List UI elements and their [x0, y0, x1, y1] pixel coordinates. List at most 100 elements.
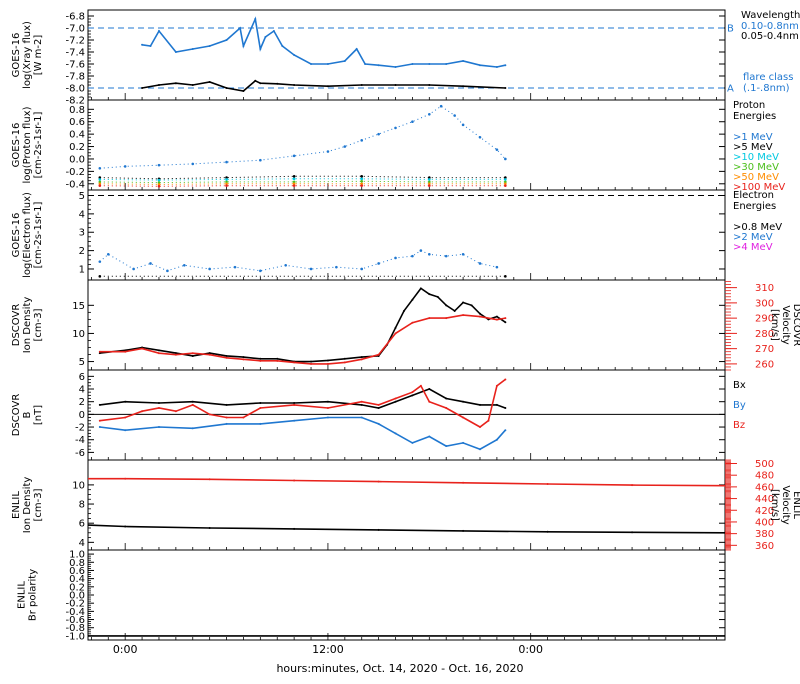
data-point — [259, 422, 262, 425]
data-point — [724, 634, 725, 637]
y-tick-label: 6 — [79, 519, 85, 530]
y-tick-label: 0.0 — [69, 154, 85, 165]
data-point — [191, 427, 194, 430]
y-tick-label: 0.8 — [69, 105, 85, 116]
data-point — [402, 309, 405, 312]
data-point — [504, 407, 507, 410]
data-point — [174, 410, 177, 413]
data-point — [293, 479, 296, 482]
data-point — [479, 426, 481, 429]
data-point — [462, 529, 465, 532]
legend-item: >30 MeV — [733, 162, 779, 173]
data-point — [479, 403, 481, 406]
data-point — [208, 526, 211, 529]
data-point — [428, 400, 431, 403]
data-point — [495, 148, 499, 151]
y-tick-label: 6 — [79, 372, 85, 383]
data-point — [208, 353, 211, 356]
y-axis-label: ENLIL Br polarity — [17, 569, 39, 621]
data-point — [98, 419, 101, 422]
data-point — [242, 45, 245, 47]
y-label-line: Br polarity — [28, 569, 39, 621]
data-point — [377, 64, 380, 67]
data-point — [495, 318, 498, 321]
data-point — [462, 85, 465, 88]
data-point — [462, 60, 465, 62]
data-point — [191, 84, 194, 86]
data-point — [242, 358, 245, 361]
data-point — [428, 178, 431, 181]
data-point — [411, 321, 414, 324]
data-point — [495, 265, 499, 269]
data-point — [428, 63, 431, 65]
data-point — [377, 407, 380, 410]
data-point — [504, 180, 507, 184]
y-label-line: ENLIL — [11, 491, 22, 519]
y-axis-label: GOES-16 log(Electron flux) [cm-2s-1sr-1] — [11, 192, 44, 278]
x-tick-label: 0:00 — [518, 643, 543, 656]
data-point — [124, 477, 127, 480]
data-point — [157, 426, 160, 429]
data-point — [293, 401, 296, 404]
y-label-line: [cm-2s-1sr-1] — [33, 111, 44, 178]
data-point — [174, 82, 177, 85]
y-tick-label: -7.0 — [65, 24, 85, 35]
data-point — [394, 84, 397, 86]
data-point — [174, 353, 177, 356]
y-tick-label: 0.2 — [69, 582, 85, 593]
data-point — [453, 309, 456, 312]
y-tick-label: -7.6 — [65, 60, 85, 71]
data-point — [360, 403, 363, 406]
right-y-tick-label: 290 — [755, 314, 774, 325]
data-point — [292, 175, 296, 178]
series-group — [98, 104, 507, 188]
right-y-label-line: DSCOVR — [791, 304, 800, 347]
x-axis-label: hours:minutes, Oct. 14, 2020 - Oct. 16, … — [276, 662, 523, 675]
data-point — [326, 416, 329, 419]
y-tick-label: 4 — [79, 385, 85, 396]
legend-item: 0.10-0.8nm — [741, 21, 799, 32]
data-point — [310, 63, 313, 65]
y-tick-label: 2 — [79, 246, 85, 257]
data-point — [445, 304, 448, 307]
series-group — [141, 16, 507, 92]
data-point — [88, 524, 89, 527]
data-point — [281, 45, 284, 47]
panel-proton: 0.80.6 0.40.20.0 -0.2-0.4 GOES-16 log(Proton… — [11, 99, 785, 193]
data-point — [233, 265, 237, 269]
y-label-line: DSCOVR — [11, 304, 22, 347]
series-group — [88, 634, 725, 637]
data-point — [360, 177, 364, 181]
data-point — [428, 388, 431, 391]
y-label-line: B — [22, 411, 33, 418]
right-y-tick-label: 270 — [755, 344, 774, 355]
data-point — [191, 403, 194, 406]
data-point — [462, 400, 465, 403]
legend-item: >50 MeV — [733, 172, 779, 183]
panel-enlil_polarity: 1.00.80.60.40.20.0-0.2-0.4-0.6-0.8-1.0 EN… — [17, 549, 726, 642]
y-axis-label: DSCOVR B [nT] — [11, 394, 44, 437]
right-y-tick-label: 480 — [755, 471, 774, 482]
right-y-tick-label: 260 — [755, 359, 774, 370]
x-tick-label: 0:00 — [113, 643, 138, 656]
data-point — [157, 30, 160, 32]
data-point — [124, 525, 127, 528]
data-point — [309, 267, 313, 271]
data-point — [239, 27, 242, 29]
data-point — [462, 416, 465, 419]
y-label-line: [cm-2s-1sr-1] — [33, 201, 44, 268]
data-point — [631, 484, 634, 487]
data-point — [462, 314, 465, 317]
data-point — [124, 400, 127, 403]
y-label-line: GOES-16 — [11, 33, 22, 78]
data-point — [479, 64, 481, 67]
data-point — [326, 359, 329, 362]
legend-title: Energies — [733, 111, 776, 122]
data-point — [495, 315, 498, 318]
series-by — [99, 416, 506, 451]
